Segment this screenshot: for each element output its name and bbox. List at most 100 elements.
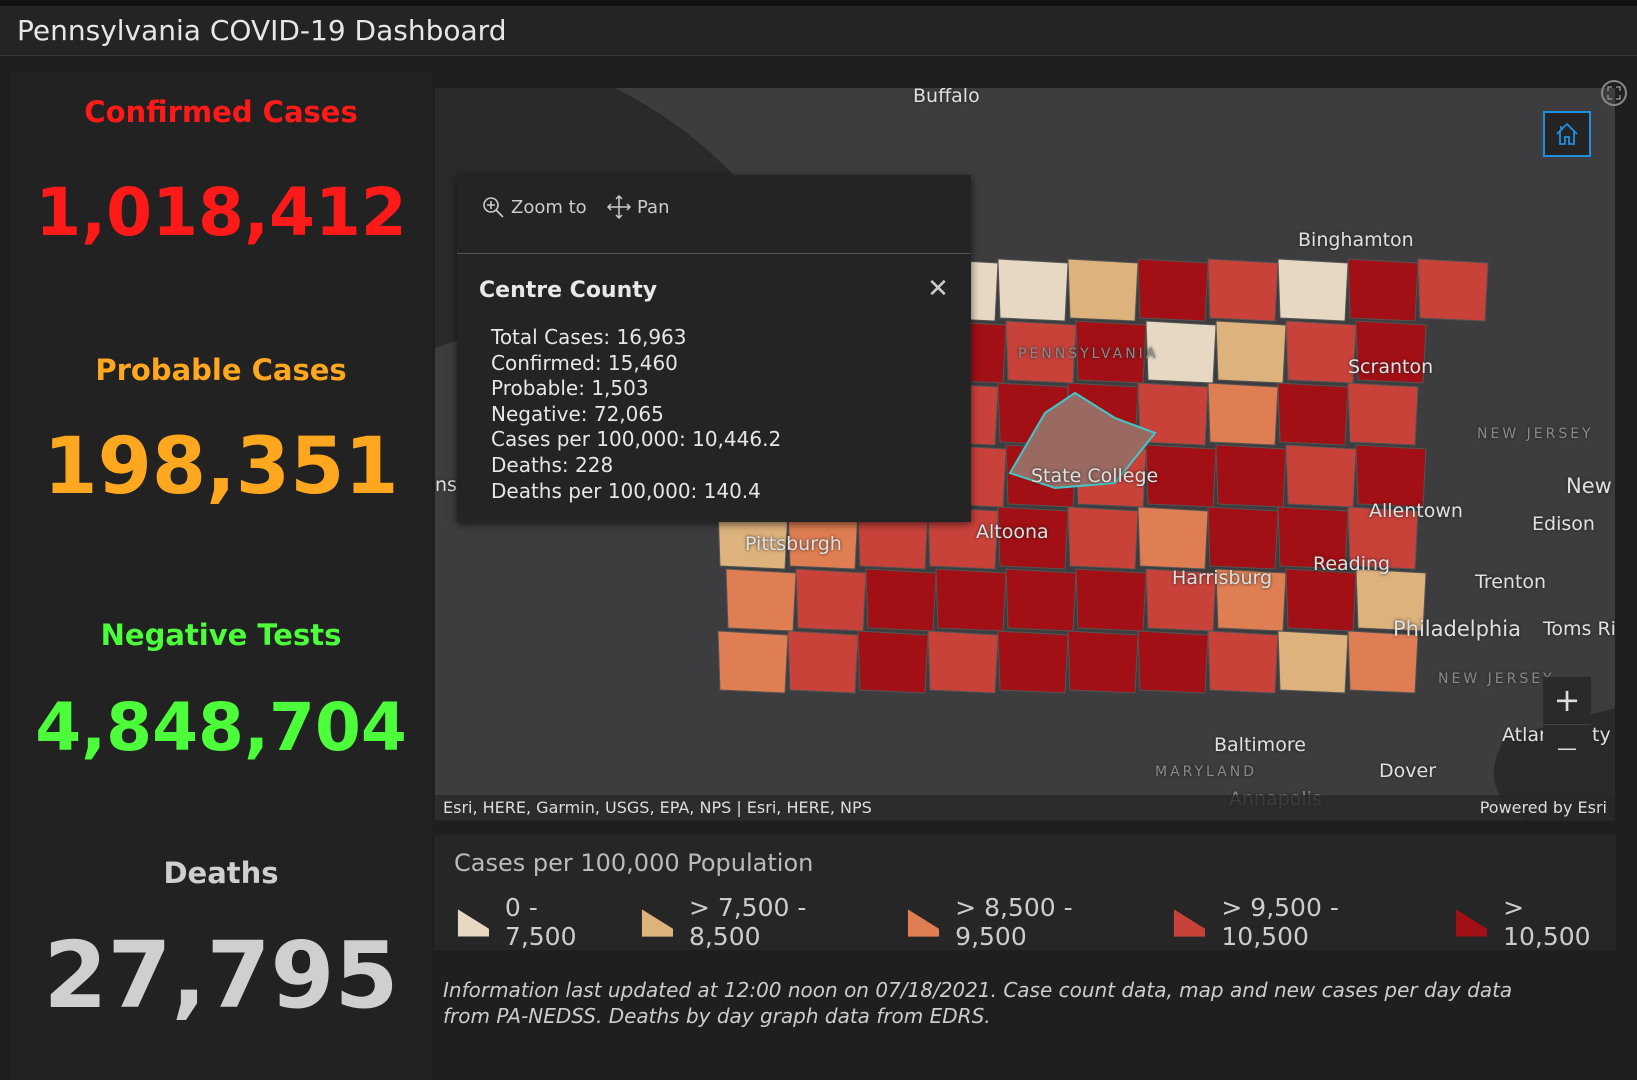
map-label: Dover (1379, 760, 1436, 782)
negative-value: 4,848,704 (35, 689, 407, 766)
close-icon[interactable]: ✕ (927, 274, 949, 304)
county[interactable] (1347, 382, 1419, 446)
county[interactable] (1137, 506, 1209, 570)
zoom-to-button[interactable]: Zoom to (481, 195, 587, 219)
county[interactable] (1215, 320, 1287, 384)
county[interactable] (1347, 506, 1419, 570)
county[interactable] (1075, 568, 1147, 632)
powered-by-esri[interactable]: Powered by Esri (1479, 798, 1607, 817)
county[interactable] (1137, 258, 1209, 322)
county[interactable] (935, 568, 1007, 632)
county[interactable] (1207, 382, 1279, 446)
county[interactable] (857, 630, 929, 694)
county[interactable] (795, 568, 867, 632)
legend-swatch (1174, 909, 1206, 937)
map-label: Allentown (1369, 500, 1463, 522)
county[interactable] (787, 630, 859, 694)
county[interactable] (1277, 506, 1349, 570)
total-cases: Total Cases: 16,963 (491, 325, 687, 349)
county[interactable] (717, 630, 789, 694)
confirmed-value: 1,018,412 (35, 174, 407, 251)
deaths-value: 27,795 (43, 922, 399, 1029)
confirmed: Confirmed: 15,460 (491, 350, 678, 375)
county[interactable] (1347, 630, 1419, 694)
county[interactable] (1207, 258, 1279, 322)
county[interactable] (1285, 568, 1357, 632)
county[interactable] (1355, 568, 1427, 632)
popup-title: Centre County (479, 278, 658, 303)
legend-label: > 10,500 (1503, 893, 1591, 951)
legend-swatch (457, 909, 489, 937)
fullscreen-icon[interactable] (1601, 80, 1627, 106)
probable-label: Probable Cases (95, 353, 347, 387)
map-label: Pittsburgh (745, 533, 842, 555)
county-popup: Zoom to Pan Centre County ✕ Total Cases:… (457, 175, 971, 522)
map-view[interactable]: Buffalo Binghamton Scranton State Colleg… (435, 88, 1615, 820)
popup-details: Total Cases: 16,963 Confirmed: 15,460 Pr… (491, 325, 781, 504)
county[interactable] (865, 568, 937, 632)
map-label: Edison (1532, 513, 1595, 535)
county[interactable] (1417, 258, 1489, 322)
legend-item: > 8,500 - 9,500 (906, 893, 1146, 951)
legend-swatch (1456, 909, 1488, 937)
update-note: Information last updated at 12:00 noon o… (443, 978, 1513, 1028)
county[interactable] (1207, 506, 1279, 570)
county[interactable] (1355, 444, 1427, 508)
pan-button[interactable]: Pan (607, 195, 669, 219)
county[interactable] (927, 506, 999, 570)
confirmed-label: Confirmed Cases (84, 95, 358, 129)
title-bar: Pennsylvania COVID-19 Dashboard (0, 6, 1637, 56)
legend-label: > 7,500 - 8,500 (688, 893, 807, 951)
county[interactable] (997, 630, 1069, 694)
county[interactable] (1207, 630, 1279, 694)
cases-per-100k: Cases per 100,000: 10,446.2 (491, 427, 782, 452)
county[interactable] (1067, 258, 1139, 322)
map-label: Baltimore (1214, 734, 1306, 756)
zoom-to-label: Zoom to (511, 196, 587, 218)
legend: Cases per 100,000 Population 0 - 7,500 >… (434, 835, 1616, 951)
county[interactable] (997, 506, 1069, 570)
deaths: Deaths: 228 (491, 452, 614, 477)
selected-county-centre[interactable] (1008, 391, 1157, 490)
home-icon (1556, 122, 1578, 145)
probable: Probable: 1,503 (491, 376, 649, 401)
legend-item: > 9,500 - 10,500 (1172, 893, 1428, 951)
zoom-out-button[interactable]: — (1557, 736, 1577, 760)
county[interactable] (1277, 258, 1349, 322)
county[interactable] (927, 630, 999, 694)
page-title: Pennsylvania COVID-19 Dashboard (17, 14, 507, 47)
county[interactable] (1347, 258, 1419, 322)
county[interactable] (1215, 444, 1287, 508)
map-label: Philadelphia (1393, 617, 1521, 641)
county[interactable] (1137, 630, 1209, 694)
deaths-label: Deaths (163, 856, 279, 890)
county[interactable] (1277, 382, 1349, 446)
legend-swatch (641, 909, 673, 937)
legend-title: Cases per 100,000 Population (454, 849, 814, 877)
negative: Negative: 72,065 (491, 401, 664, 426)
zoom-in-icon (483, 197, 504, 218)
county[interactable] (1277, 630, 1349, 694)
county[interactable] (997, 258, 1069, 322)
county[interactable] (1355, 320, 1427, 384)
pan-icon (607, 195, 631, 219)
legend-item: > 10,500 (1454, 893, 1616, 951)
pan-label: Pan (637, 196, 670, 218)
county-map[interactable] (435, 88, 1615, 820)
county[interactable] (1285, 444, 1357, 508)
county[interactable] (1005, 568, 1077, 632)
map-label: Buffalo (913, 88, 980, 107)
county[interactable] (1137, 382, 1209, 446)
county[interactable] (1285, 320, 1357, 384)
map-label: ty (1592, 724, 1611, 746)
home-button[interactable] (1543, 111, 1591, 157)
zoom-controls: + — (1543, 677, 1591, 773)
zoom-in-button[interactable]: + (1543, 677, 1591, 725)
county[interactable] (1067, 630, 1139, 694)
county[interactable] (1067, 506, 1139, 570)
legend-label: 0 - 7,500 (504, 893, 577, 951)
county[interactable] (725, 568, 797, 632)
legend-label: > 9,500 - 10,500 (1221, 893, 1339, 951)
region-label: MARYLAND (1155, 764, 1257, 780)
map-label: Trenton (1475, 571, 1547, 593)
